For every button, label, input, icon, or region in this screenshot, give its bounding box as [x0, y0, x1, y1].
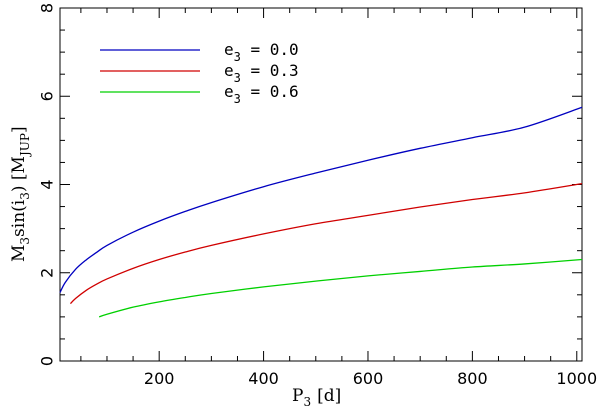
axis-ticks: [60, 7, 582, 362]
x-tick-label: 1000: [556, 369, 597, 388]
y-tick-label: 0: [38, 356, 57, 366]
series-line-0: [59, 106, 583, 293]
legend-label-1: e3 = 0.3: [224, 61, 299, 85]
x-axis-label: P3 [d]: [292, 386, 341, 409]
series-line-2: [98, 258, 583, 318]
y-axis-label: M3sin(i3) [MJUP]: [9, 126, 32, 262]
series-line-1: [69, 182, 583, 305]
legend: e3 = 0.0e3 = 0.3e3 = 0.6: [100, 40, 299, 106]
y-tick-label: 6: [38, 91, 57, 101]
x-tick-label: 200: [144, 369, 175, 388]
legend-label-2: e3 = 0.6: [224, 82, 299, 106]
y-tick-label: 8: [38, 3, 57, 13]
y-tick-label: 2: [38, 268, 57, 278]
plot-frame: [59, 7, 583, 362]
x-tick-labels: 200 400 600 800 1000: [144, 369, 597, 388]
x-tick-label: 400: [248, 369, 279, 388]
y-tick-labels: 0 2 4 6 8: [38, 3, 57, 366]
legend-label-0: e3 = 0.0: [224, 40, 299, 64]
x-tick-label: 600: [353, 369, 384, 388]
x-tick-label: 800: [457, 369, 488, 388]
y-tick-label: 4: [38, 179, 57, 189]
series-lines: [59, 106, 583, 318]
